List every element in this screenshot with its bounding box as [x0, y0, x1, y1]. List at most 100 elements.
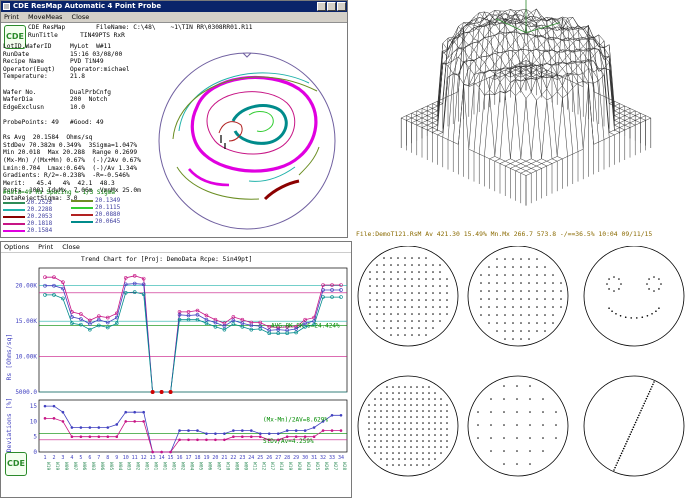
probe-site: [398, 440, 400, 442]
trend-point: [88, 318, 92, 323]
trend-reject-point: [168, 390, 173, 394]
probe-site: [629, 433, 632, 436]
probe-site: [555, 424, 557, 426]
probe-site: [536, 282, 538, 284]
probe-site: [369, 292, 371, 294]
x-tick-label: 21: [221, 455, 227, 461]
probe-site: [477, 424, 479, 426]
probe-site: [528, 258, 530, 260]
probe-site: [625, 443, 627, 445]
cde-logo: CDE: [5, 452, 27, 476]
probe-site: [380, 416, 382, 418]
probe-site: [428, 446, 430, 448]
x-tick-label: 3: [61, 455, 64, 461]
probe-site: [368, 446, 370, 448]
probe-site: [516, 424, 518, 426]
wafer-id-label: W10: [224, 462, 230, 471]
probe-site: [428, 434, 430, 436]
x-tick-label: 12: [141, 455, 147, 461]
close-window-button[interactable]: [337, 2, 346, 11]
trend-point: [97, 314, 101, 318]
probe-site: [618, 457, 621, 459]
probe-site: [544, 330, 546, 332]
probe-site: [660, 283, 662, 285]
probe-site: [397, 278, 399, 280]
deviation-point: [267, 438, 271, 442]
probe-site: [418, 327, 420, 329]
probe-site: [536, 314, 538, 316]
probe-site: [418, 264, 420, 266]
probe-site: [516, 437, 518, 439]
trend-point: [123, 276, 128, 280]
cde-logo: CDE: [4, 25, 26, 49]
deviation-point: [312, 435, 316, 439]
maximize-button[interactable]: [327, 2, 336, 11]
probe-site: [624, 316, 627, 318]
min-marker: [220, 135, 226, 149]
trend-point: [240, 321, 245, 326]
probe-site: [631, 428, 634, 431]
probe-site: [432, 320, 434, 322]
probe-site: [528, 330, 530, 332]
wafer-id-label: W03: [126, 462, 132, 471]
probe-site: [404, 299, 406, 301]
trend-point: [70, 321, 74, 326]
info-line: EdgeExclusn 10.0: [3, 103, 85, 111]
contour-green-inner: [248, 111, 274, 132]
probe-site: [555, 437, 557, 439]
probe-site: [439, 278, 441, 280]
probe-site: [480, 274, 482, 276]
deviation-point: [223, 432, 226, 435]
probe-site: [380, 434, 382, 436]
probe-site: [658, 307, 660, 309]
probe-site: [446, 292, 448, 294]
probe-site: [411, 306, 413, 308]
deviation-point: [258, 432, 262, 435]
deviation-point: [43, 404, 47, 408]
probe-site: [410, 416, 412, 418]
probe-site: [386, 440, 388, 442]
minimize-button[interactable]: [317, 2, 326, 11]
contour-red-inner: [218, 121, 243, 142]
deviation-point: [115, 423, 119, 426]
trend-point: [43, 283, 47, 288]
probe-site: [383, 257, 385, 259]
probe-site: [616, 462, 619, 464]
probe-site: [516, 385, 518, 387]
trend-point: [123, 290, 128, 295]
trend-point: [79, 312, 83, 316]
probe-site: [404, 278, 406, 280]
menu-close[interactable]: Close: [71, 13, 90, 21]
probe-site: [398, 392, 400, 394]
legend-swatch: [3, 208, 25, 211]
notch-mark: [242, 52, 252, 58]
trend-point: [267, 325, 272, 329]
probe-site: [504, 330, 506, 332]
probe-site: [440, 398, 442, 400]
probe-site: [425, 292, 427, 294]
probe-site: [383, 285, 385, 287]
menu-movemeas[interactable]: MoveMeas: [28, 13, 63, 21]
probe-site: [635, 317, 638, 319]
deviation-point: [61, 420, 65, 423]
menu-print[interactable]: Print: [4, 13, 19, 21]
menu-close[interactable]: Close: [62, 243, 80, 251]
probe-site: [380, 410, 382, 412]
menu-options[interactable]: Options: [4, 243, 30, 251]
trend-point: [195, 317, 200, 322]
probe-site: [397, 285, 399, 287]
probe-site: [613, 290, 615, 292]
map-window-titlebar[interactable]: CDE ResMap Automatic 4 Point Probe: [1, 1, 347, 12]
probe-site: [633, 424, 636, 426]
probe-site: [376, 320, 378, 322]
legend-swatch: [71, 213, 93, 216]
mesh-line: [499, 8, 625, 131]
menu-print[interactable]: Print: [38, 243, 54, 251]
x-tick-label: 10: [123, 455, 129, 461]
probe-site: [411, 334, 413, 336]
mesh-line: [458, 17, 584, 150]
y-tick-label: 5000.0: [15, 389, 37, 396]
probe-site: [504, 338, 506, 340]
probe-site: [380, 392, 382, 394]
deviation-point: [321, 429, 325, 432]
